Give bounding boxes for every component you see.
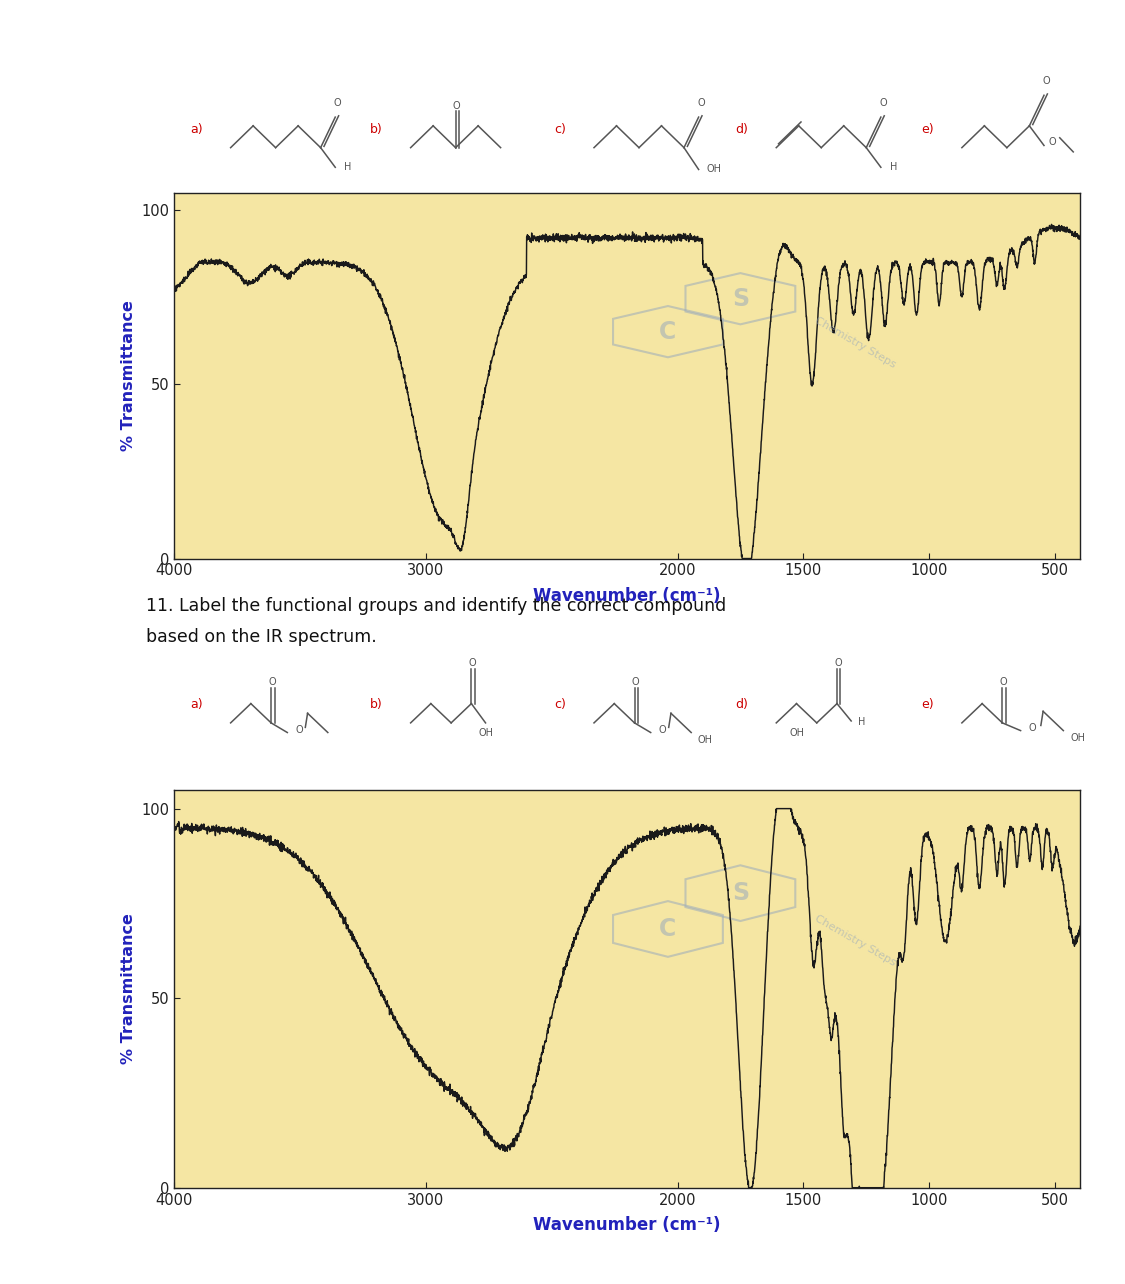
Y-axis label: % Transmittance: % Transmittance bbox=[122, 913, 136, 1064]
Text: O: O bbox=[1043, 76, 1050, 86]
Text: b): b) bbox=[370, 123, 382, 136]
Text: based on the IR spectrum.: based on the IR spectrum. bbox=[146, 628, 377, 646]
Text: O: O bbox=[269, 678, 276, 687]
Text: H: H bbox=[344, 162, 352, 172]
Text: OH: OH bbox=[1070, 733, 1086, 743]
Text: OH: OH bbox=[478, 728, 493, 737]
X-axis label: Wavenumber (cm⁻¹): Wavenumber (cm⁻¹) bbox=[533, 1216, 721, 1234]
Text: OH: OH bbox=[789, 728, 804, 737]
Text: O: O bbox=[632, 678, 639, 687]
Text: d): d) bbox=[736, 698, 748, 711]
Text: O: O bbox=[1000, 678, 1007, 687]
Text: O: O bbox=[698, 98, 704, 108]
Text: a): a) bbox=[190, 698, 202, 711]
Text: C: C bbox=[659, 917, 676, 941]
Text: O: O bbox=[1028, 723, 1036, 733]
Text: O: O bbox=[1048, 136, 1056, 146]
Text: S: S bbox=[732, 286, 749, 311]
Text: OH: OH bbox=[698, 736, 713, 745]
Text: d): d) bbox=[736, 123, 748, 136]
Text: O: O bbox=[295, 725, 303, 734]
Text: C: C bbox=[659, 320, 676, 344]
Text: O: O bbox=[658, 725, 666, 734]
Text: O: O bbox=[334, 98, 341, 108]
Text: O: O bbox=[453, 101, 460, 112]
Y-axis label: % Transmittance: % Transmittance bbox=[122, 300, 136, 451]
Text: S: S bbox=[732, 881, 749, 905]
Text: 11. Label the functional groups and identify the correct compound: 11. Label the functional groups and iden… bbox=[146, 597, 727, 615]
Text: H: H bbox=[858, 716, 865, 727]
Text: c): c) bbox=[554, 698, 566, 711]
X-axis label: Wavenumber (cm⁻¹): Wavenumber (cm⁻¹) bbox=[533, 587, 721, 605]
Text: e): e) bbox=[921, 123, 934, 136]
Text: O: O bbox=[835, 659, 842, 668]
Text: Chemistry Steps: Chemistry Steps bbox=[813, 316, 898, 370]
Text: b): b) bbox=[370, 698, 382, 711]
Text: c): c) bbox=[554, 123, 566, 136]
Text: e): e) bbox=[921, 698, 934, 711]
Text: OH: OH bbox=[706, 164, 721, 175]
Text: O: O bbox=[880, 98, 886, 108]
Text: Chemistry Steps: Chemistry Steps bbox=[813, 914, 898, 968]
Text: H: H bbox=[890, 162, 898, 172]
Text: a): a) bbox=[190, 123, 202, 136]
Text: O: O bbox=[469, 659, 476, 668]
